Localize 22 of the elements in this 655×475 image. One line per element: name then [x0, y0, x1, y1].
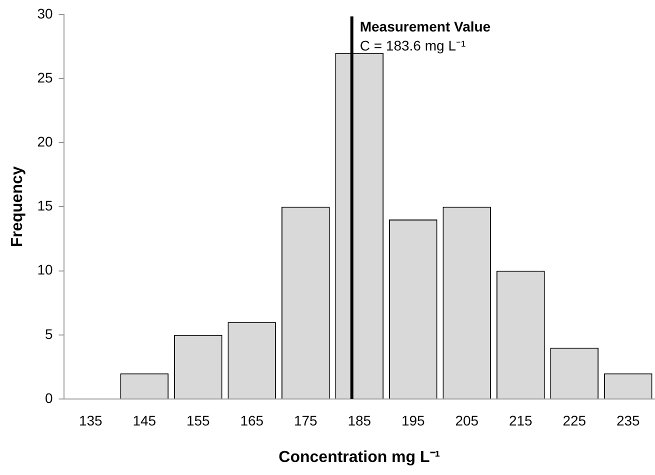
annotation: C = 183.6 mg L⁻¹ — [360, 37, 466, 54]
x-axis-title: Concentration mg L⁻¹ — [278, 448, 440, 466]
x-tick-label: 155 — [186, 412, 210, 428]
x-tick-label: 185 — [348, 412, 372, 428]
x-tick-label: 145 — [132, 412, 156, 428]
y-tick-label: 15 — [37, 198, 53, 214]
x-tick-label: 175 — [294, 412, 318, 428]
y-tick-label: 30 — [37, 5, 53, 22]
x-tick-label: 195 — [401, 412, 426, 428]
ref-line-label: Measurement Value — [360, 18, 491, 34]
y-tick-label: 5 — [44, 326, 53, 342]
x-tick-label: 135 — [78, 412, 103, 428]
x-tick-label: 215 — [508, 412, 533, 428]
x-tick-label: 165 — [240, 412, 264, 428]
y-tick-label: 20 — [37, 133, 53, 150]
x-tick-label: 235 — [616, 412, 640, 428]
y-tick-label: 10 — [37, 262, 53, 278]
x-tick-label: 225 — [562, 412, 586, 428]
y-axis-title: Frequency — [9, 166, 26, 248]
x-tick-label: 205 — [455, 412, 479, 428]
y-tick-label: 25 — [37, 69, 53, 86]
y-tick-label: 0 — [44, 390, 53, 406]
